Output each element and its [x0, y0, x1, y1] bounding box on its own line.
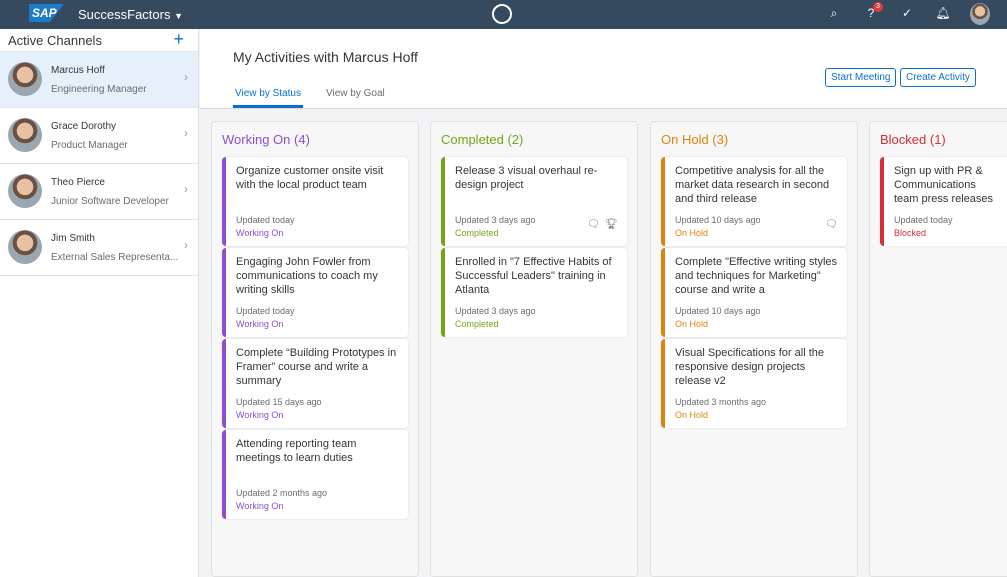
sidebar-title: Active Channels — [8, 33, 102, 48]
tab-view-by-status[interactable]: View by Status — [233, 88, 303, 108]
column-title: Completed (2) — [441, 132, 524, 147]
activity-title: Enrolled in "7 Effective Habits of Succe… — [455, 256, 612, 296]
sidebar-item[interactable]: Marcus Hoff Engineering Manager › — [0, 52, 198, 108]
page-title: My Activities with Marcus Hoff — [233, 49, 418, 65]
comment-icon[interactable]: 🗨︎ — [825, 219, 838, 230]
activity-title: Release 3 visual overhaul re-design proj… — [455, 165, 598, 191]
page-header: My Activities with Marcus Hoff Start Mee… — [200, 29, 1007, 109]
avatar — [8, 62, 42, 96]
activity-title: Complete "Effective writing styles and t… — [675, 256, 838, 296]
updated-time: Updated today — [894, 215, 953, 225]
sidebar-header: Active Channels + — [0, 29, 198, 52]
bell-icon[interactable]: 🔔︎ — [935, 6, 951, 20]
status-label: Working On — [236, 501, 284, 511]
status-label: On Hold — [675, 319, 709, 329]
user-avatar[interactable] — [970, 3, 990, 25]
product-menu[interactable]: SuccessFactors ▼ — [78, 7, 183, 22]
chevron-right-icon: › — [184, 126, 188, 140]
status-label: Working On — [236, 319, 284, 329]
activity-card[interactable]: Sign up with PR & Communications team pr… — [880, 157, 1007, 246]
status-label: On Hold — [675, 410, 709, 420]
trophy-icon[interactable]: 🏆︎ — [605, 219, 618, 230]
status-label: Completed — [455, 228, 499, 238]
status-label: Completed — [455, 319, 499, 329]
updated-time: Updated today — [236, 306, 295, 316]
activity-card[interactable]: Engaging John Fowler from communications… — [222, 248, 408, 337]
activity-title: Organize customer onsite visit with the … — [236, 165, 384, 191]
person-role: External Sales Representa... — [51, 252, 179, 263]
sidebar: Active Channels + Marcus Hoff Engineering… — [0, 29, 199, 577]
status-label: Working On — [236, 410, 284, 420]
tab-view-by-goal[interactable]: View by Goal — [326, 88, 385, 99]
activity-card[interactable]: Release 3 visual overhaul re-design proj… — [441, 157, 627, 246]
status-column: Completed (2) Release 3 visual overhaul … — [430, 121, 638, 577]
activity-card[interactable]: Organize customer onsite visit with the … — [222, 157, 408, 246]
person-role: Junior Software Developer — [51, 196, 169, 207]
updated-time: Updated 3 months ago — [675, 397, 767, 407]
sidebar-item[interactable]: Theo Pierce Junior Software Developer › — [0, 164, 198, 220]
activity-title: Engaging John Fowler from communications… — [236, 256, 378, 296]
status-column: On Hold (3) Competitive analysis for all… — [650, 121, 858, 577]
column-title: Blocked (1) — [880, 132, 946, 147]
avatar — [8, 118, 42, 152]
activity-title: Complete “Building Prototypes in Framer”… — [236, 347, 397, 387]
status-label: Blocked — [894, 228, 927, 238]
activity-title: Visual Specifications for all the respon… — [675, 347, 824, 387]
notification-badge: 3 — [873, 2, 883, 12]
create-activity-button[interactable]: Create Activity — [900, 68, 976, 87]
updated-time: Updated today — [236, 215, 295, 225]
search-icon[interactable]: ⌕ — [830, 6, 838, 20]
updated-time: Updated 10 days ago — [675, 215, 761, 225]
person-name: Grace Dorothy — [51, 121, 117, 132]
person-role: Product Manager — [51, 140, 128, 151]
sidebar-item[interactable]: Jim Smith External Sales Representa... › — [0, 220, 198, 276]
copilot-icon[interactable] — [492, 4, 512, 24]
updated-time: Updated 15 days ago — [236, 397, 322, 407]
product-name: SuccessFactors — [78, 7, 171, 22]
person-name: Jim Smith — [51, 233, 95, 244]
activity-title: Competitive analysis for all the market … — [675, 165, 830, 205]
activity-title: Sign up with PR & Communications team pr… — [894, 165, 994, 205]
activity-card[interactable]: Complete “Building Prototypes in Framer”… — [222, 339, 408, 428]
updated-time: Updated 3 days ago — [455, 306, 536, 316]
chevron-right-icon: › — [184, 70, 188, 84]
person-name: Theo Pierce — [51, 177, 105, 188]
add-icon[interactable]: + — [173, 29, 184, 49]
updated-time: Updated 10 days ago — [675, 306, 761, 316]
updated-time: Updated 3 days ago — [455, 215, 536, 225]
status-label: On Hold — [675, 228, 709, 238]
activity-card[interactable]: Complete "Effective writing styles and t… — [661, 248, 847, 337]
column-title: On Hold (3) — [661, 132, 729, 147]
activity-card[interactable]: Competitive analysis for all the market … — [661, 157, 847, 246]
avatar — [8, 174, 42, 208]
help-icon[interactable]: ? — [867, 6, 875, 20]
person-role: Engineering Manager — [51, 84, 147, 95]
sap-logo[interactable]: SAP — [29, 4, 64, 22]
check-circle-icon[interactable]: ✓ — [901, 6, 913, 20]
activity-card[interactable]: Enrolled in "7 Effective Habits of Succe… — [441, 248, 627, 337]
activity-card[interactable]: Visual Specifications for all the respon… — [661, 339, 847, 428]
comment-icon[interactable]: 🗨︎ — [587, 219, 600, 230]
column-title: Working On (4) — [222, 132, 310, 147]
updated-time: Updated 2 months ago — [236, 488, 328, 498]
caret-down-icon: ▼ — [174, 11, 184, 21]
sidebar-item[interactable]: Grace Dorothy Product Manager › — [0, 108, 198, 164]
shell-header: SAP SuccessFactors ▼ ⌕ ? 3 ✓ 🔔︎ — [0, 0, 1007, 29]
start-meeting-button[interactable]: Start Meeting — [825, 68, 897, 87]
avatar — [8, 230, 42, 264]
person-name: Marcus Hoff — [51, 65, 105, 76]
status-label: Working On — [236, 228, 284, 238]
activity-card[interactable]: Attending reporting team meetings to lea… — [222, 430, 408, 519]
activity-title: Attending reporting team meetings to lea… — [236, 438, 357, 464]
status-column: Blocked (1) Sign up with PR & Communicat… — [869, 121, 1007, 577]
chevron-right-icon: › — [184, 238, 188, 252]
chevron-right-icon: › — [184, 182, 188, 196]
status-column: Working On (4) Organize customer onsite … — [211, 121, 419, 577]
